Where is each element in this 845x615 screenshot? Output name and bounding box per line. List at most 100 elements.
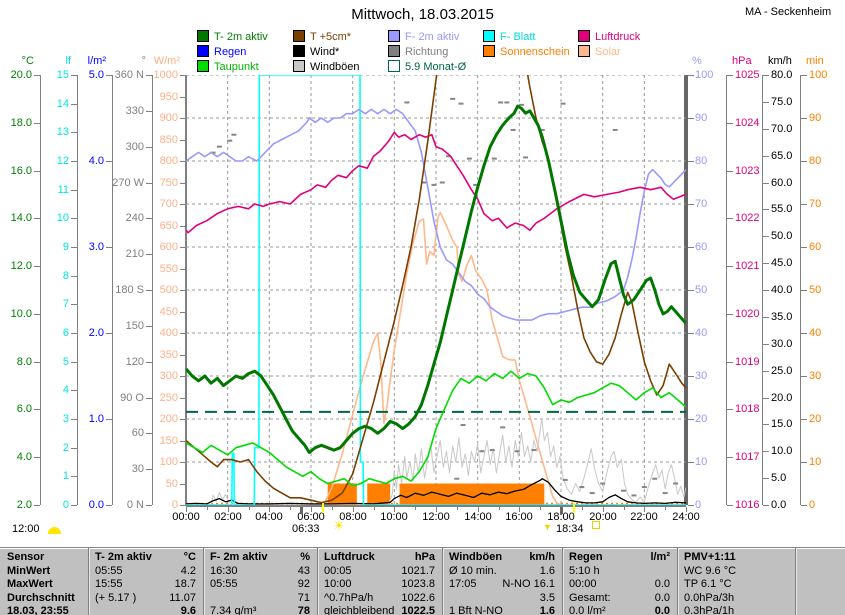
axis-rain-label: 0.0 [88,499,104,511]
sunset-square-icon [592,521,600,529]
table-cell: Luftdruck hPa [324,551,435,563]
table-separator [88,548,89,615]
axis-temp-label: 10.0 [10,308,32,320]
axis-temp-label: 8.0 [16,356,32,368]
legend-item-5-9-monat: 5.9 Monat-Ø [388,60,466,73]
twilight-tick [300,507,303,514]
axis-temp-tick [34,218,40,219]
time-label: 00:00 [172,511,200,523]
cell-value: 0.0 [654,578,670,590]
dot-richtung [498,101,504,104]
axis-kmh-label: 75.0 [771,96,793,108]
axis-lf-label: 2 [62,442,69,454]
dot-richtung [500,426,506,429]
time-label: 24:00 [672,511,700,523]
axis-solar-tick [180,290,186,291]
time-tick [603,507,604,512]
axis-solar-label: 1000 [153,69,178,81]
legend-label: Taupunkt [214,61,259,73]
axis-temp-label: 12.0 [10,260,32,272]
axis-rain-tick [106,505,112,506]
dot-richtung [450,97,456,100]
axis-hpa-tick [727,123,733,124]
legend-item-windb-en: Windböen [293,60,360,73]
axis-solar-label: 500 [159,284,178,296]
series-taupunkt [186,370,686,487]
cell-value: 43 [297,564,310,577]
legend-item-richtung: Richtung [388,45,448,58]
axis-dir-title: ° [141,55,146,67]
axis-solar-label: 300 [159,370,178,382]
table-cell: Regen l/m² [569,551,670,563]
axis-hpa-line [726,75,727,505]
axis-lf-label: 5 [62,356,69,368]
dot-richtung [523,156,529,159]
axis-solar-label: 600 [159,241,178,253]
table-cell: 71 [210,592,310,604]
dot-richtung [562,478,568,481]
axis-hum-label: 80 [695,155,708,167]
table-cell: 10:00 1023.8 [324,578,435,590]
legend-swatch-taupunkt [197,60,209,72]
axis-min-label: 50 [809,284,822,296]
axis-lf-tick [71,161,77,162]
axis-hum-label: 50 [695,284,708,296]
time-label: 02:00 [214,511,242,523]
time-axis-line [186,505,686,507]
axis-min-label: 20 [809,413,822,425]
axis-solar-tick [180,140,186,141]
dot-richtung [460,423,466,426]
axis-dir-label: 0 N [126,499,144,511]
dot-richtung [539,128,545,131]
axis-lf-label: 6 [62,327,69,339]
hour-tick [665,507,666,510]
axis-solar-label: 950 [159,91,178,103]
axis-lf-tick [71,104,77,105]
bar-sonnenschein [399,483,545,505]
cell-value: 3.5 [539,591,555,604]
axis-lf-label: 0 [62,499,69,511]
axis-rain-label: 1.0 [88,413,104,425]
time-label: 16:00 [505,511,533,523]
cell-value: l/m² [650,551,670,563]
axis-solar-tick [180,441,186,442]
bar-sonnenschein [327,483,357,505]
cell-text: F- 2m aktiv [210,551,268,563]
legend-item-t-2m-aktiv: T- 2m aktiv [197,30,268,43]
cell-text: Gesamt: [569,591,611,604]
dot-richtung [662,492,668,495]
axis-rain-tick [106,75,112,76]
hour-tick [624,507,625,510]
table-cell: (+ 5.17 ) 11.07 [95,592,196,604]
axis-min-tick [801,290,807,291]
axis-temp-tick [34,314,40,315]
axis-kmh-tick [763,209,769,210]
axis-dir-label: 150 [125,320,144,332]
axis-hpa-label: 1025 [735,69,760,81]
axis-solar-label: 850 [159,134,178,146]
axis-hum-label: 90 [695,112,708,124]
legend-label: T +5cm* [310,31,352,43]
legend-item-wind: Wind* [293,45,339,58]
axis-temp-label: 4.0 [16,451,32,463]
cell-text: T- 2m aktiv [95,551,152,563]
axis-lf-label: 13 [56,126,69,138]
axis-kmh-label: 70.0 [771,123,793,135]
axis-rain-tick [106,333,112,334]
bar-sonnenschein [367,483,391,505]
time-tick [644,507,645,512]
cell-value: 11.07 [169,591,196,604]
table-cell: 15:55 18.7 [95,578,196,590]
axis-lf-tick [71,75,77,76]
cell-value: °C [183,551,196,563]
axis-kmh-title: km/h [768,55,792,67]
axis-dir-label: 330 [125,105,144,117]
cell-text: Luftdruck [324,551,375,563]
axis-min-title: min [806,55,824,67]
legend-swatch-wind [293,45,305,57]
axis-temp-tick [34,457,40,458]
cell-value: 1021.7 [401,564,435,577]
table-separator [442,548,443,615]
axis-kmh-label: 40.0 [771,284,793,296]
cell-value: 18.7 [174,578,196,590]
